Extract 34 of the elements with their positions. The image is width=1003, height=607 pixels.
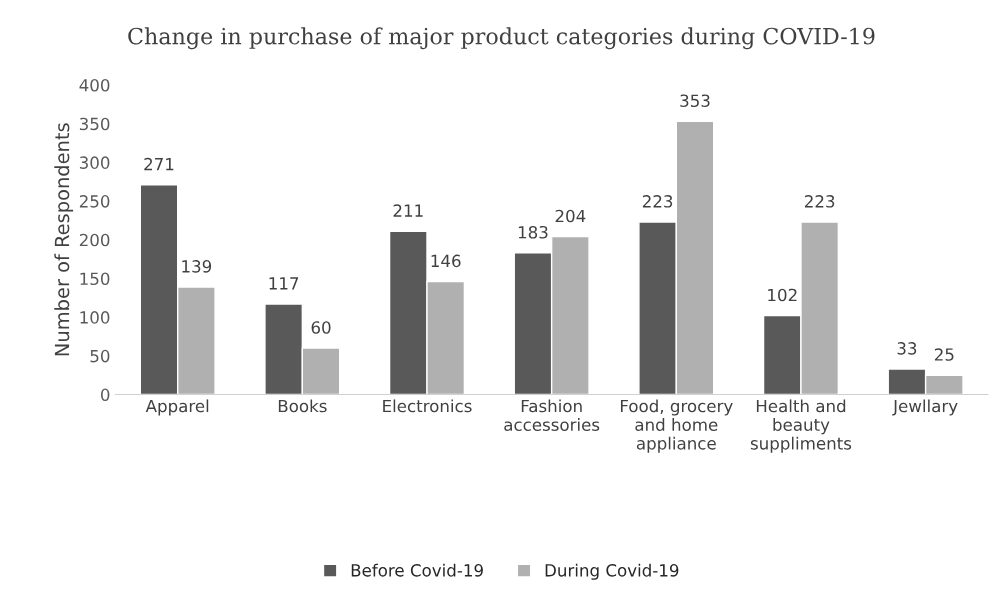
- data-label: 33: [897, 342, 917, 355]
- y-axis-title: Number of Respondents: [54, 123, 74, 356]
- data-label: 223: [642, 195, 673, 208]
- legend-label: Before Covid-19: [351, 563, 483, 577]
- data-label: 183: [518, 225, 548, 239]
- y-tick-label: 350: [79, 117, 110, 131]
- data-label: 353: [680, 94, 710, 108]
- x-tick-label: Electronics: [383, 399, 472, 413]
- y-tick-label: 300: [79, 156, 110, 169]
- x-tick-label: Jewllary: [892, 399, 958, 416]
- data-label: 223: [804, 195, 835, 208]
- x-tick-label: Food, grocery and home appliance: [620, 399, 733, 453]
- x-tick-label: Fashion accessories: [504, 399, 600, 431]
- legend-label: During Covid-19: [545, 563, 679, 580]
- y-tick-label: 0: [100, 388, 110, 402]
- y-tick-label: 250: [79, 195, 110, 208]
- y-tick-label: 50: [90, 349, 110, 363]
- y-tick-label: 200: [79, 233, 110, 247]
- y-tick-label: 400: [79, 78, 110, 92]
- y-tick-label: 150: [80, 272, 110, 286]
- x-tick-label: Books: [278, 399, 327, 413]
- data-label: 25: [934, 348, 954, 361]
- y-tick-label: 100: [80, 311, 110, 324]
- data-label: 204: [555, 209, 586, 223]
- data-label: 139: [182, 260, 212, 273]
- x-tick-label: Health and beauty suppliments: [750, 399, 852, 453]
- x-tick-label: Apparel: [145, 399, 209, 416]
- data-label: 271: [144, 157, 174, 171]
- chart-title: Change in purchase of major product categories during COVID-19: [128, 27, 875, 50]
- data-label: 211: [393, 204, 423, 217]
- data-label: 117: [269, 277, 299, 290]
- data-label: 146: [431, 254, 461, 268]
- data-label: 102: [768, 288, 797, 302]
- data-label: 60: [311, 321, 331, 334]
